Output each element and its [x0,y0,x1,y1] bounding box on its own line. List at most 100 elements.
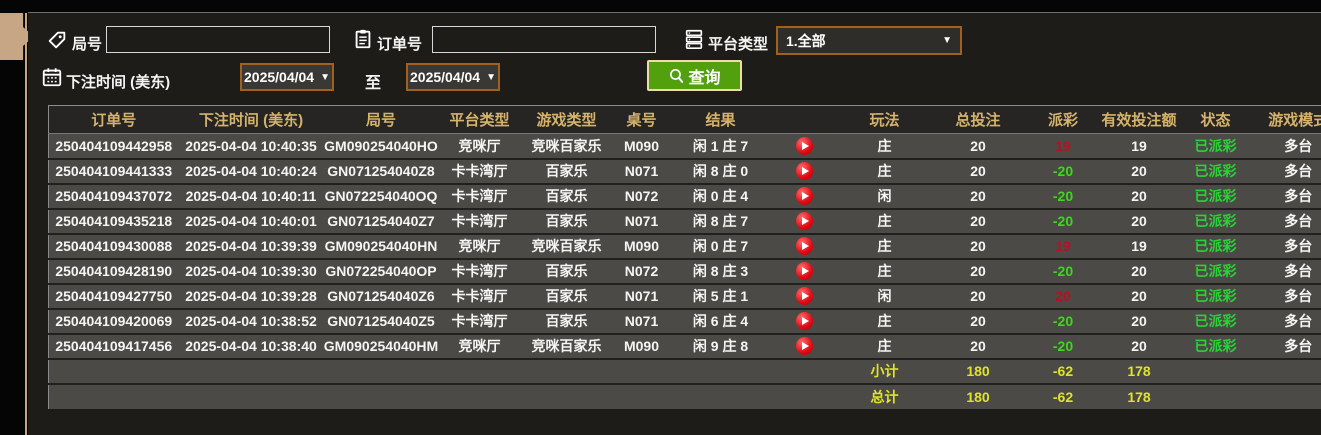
replay-play-icon[interactable] [796,287,813,306]
cell-platform: 卡卡湾厅 [438,257,521,284]
cell-play: 庄 [838,232,931,259]
platform-type-value: 1.全部 [786,32,826,49]
cell-total-bet: 20 [930,207,1026,234]
tag-icon [46,29,68,51]
cell-bet-time: 2025-04-04 10:39:30 [178,257,324,284]
cell-valid-bet: 20 [1100,282,1178,309]
replay-play-icon[interactable] [796,312,813,331]
search-button[interactable]: 查询 [647,60,742,91]
cell-status: 已派彩 [1177,332,1254,359]
cell-status: 已派彩 [1177,182,1254,209]
replay-play-icon[interactable] [796,337,813,356]
subtotal-row-cell-6 [670,357,771,384]
subtotal-row-cell-9: 180 [930,357,1026,384]
cell-replay [770,232,839,259]
cell-order-no: 250404109437072 [48,182,179,209]
col-header-status: 状态 [1177,105,1254,134]
cell-total-bet: 20 [930,307,1026,334]
col-header-valid-bet: 有效投注额 [1100,105,1178,134]
cell-replay [770,182,839,209]
cell-valid-bet: 20 [1100,157,1178,184]
cell-table-no: N072 [612,257,671,284]
subtotal-row: 小计 180 -62 178 [48,357,1321,384]
cell-replay [770,282,839,309]
cell-game-type: 竞咪百家乐 [520,332,613,359]
cell-payout: 19 [1025,133,1101,159]
col-header-mode: 游戏模式 [1253,105,1321,134]
subtotal-row-cell-12 [1177,357,1254,384]
cell-payout: 19 [1025,232,1101,259]
cell-table-no: N072 [612,182,671,209]
cell-game-type: 百家乐 [520,282,613,309]
date-to-select[interactable]: 2025/04/04 ▼ [406,63,500,91]
replay-play-icon[interactable] [796,162,813,181]
cell-table-no: M090 [612,232,671,259]
chevron-down-icon: ▼ [942,35,952,46]
table-row: 250404109428190 2025-04-04 10:39:30 GN0722… [48,257,1321,284]
cell-total-bet: 20 [930,282,1026,309]
replay-play-icon[interactable] [796,187,813,206]
cell-platform: 卡卡湾厅 [438,307,521,334]
date-from-select[interactable]: 2025/04/04 ▼ [240,63,334,91]
cell-platform: 卡卡湾厅 [438,157,521,184]
cell-bet-time: 2025-04-04 10:38:52 [178,307,324,334]
table-row: 250404109437072 2025-04-04 10:40:11 GN0722… [48,182,1321,209]
game-no-label: 局号 [72,36,103,53]
cell-order-no: 250404109435218 [48,207,179,234]
cell-bet-time: 2025-04-04 10:40:35 [178,133,324,159]
cell-play: 庄 [838,157,931,184]
cell-total-bet: 20 [930,257,1026,284]
replay-play-icon[interactable] [796,212,813,231]
total-row-cell-12 [1177,382,1254,409]
total-row-cell-13 [1253,382,1321,409]
calendar-icon [41,66,63,88]
bet-records-table-wrap: 订单号 下注时间 (美东) 局号 平台类型 游戏类型 桌号 结果 玩法 总投注 … [48,105,1321,435]
replay-play-icon[interactable] [796,262,813,281]
col-header-replay [770,105,839,134]
cell-mode: 多台 [1253,133,1321,159]
subtotal-row-cell-0 [48,357,179,384]
cell-result: 闲 0 庄 4 [670,182,771,209]
col-header-bet-time: 下注时间 (美东) [178,105,324,134]
replay-play-icon[interactable] [796,136,813,155]
table-row: 250404109417456 2025-04-04 10:38:40 GM0902… [48,332,1321,359]
cell-play: 庄 [838,133,931,159]
total-row-cell-1 [178,382,324,409]
cell-result: 闲 1 庄 7 [670,133,771,159]
col-header-platform: 平台类型 [438,105,521,134]
cell-game-no: GN071254040Z7 [323,207,439,234]
order-no-input[interactable] [432,26,656,53]
bet-records-table: 订单号 下注时间 (美东) 局号 平台类型 游戏类型 桌号 结果 玩法 总投注 … [48,105,1321,409]
chevron-down-icon: ▼ [320,71,330,83]
table-row: 250404109430088 2025-04-04 10:39:39 GM0902… [48,232,1321,259]
replay-play-icon[interactable] [796,237,813,256]
subtotal-row-cell-3 [438,357,521,384]
total-row-cell-10: -62 [1025,382,1101,409]
cell-game-no: GN071254040Z5 [323,307,439,334]
cell-status: 已派彩 [1177,207,1254,234]
cell-table-no: M090 [612,133,671,159]
cell-status: 已派彩 [1177,157,1254,184]
cell-payout: -20 [1025,182,1101,209]
total-row-cell-7 [770,382,839,409]
total-row-cell-8: 总计 [838,382,931,409]
cell-game-type: 百家乐 [520,307,613,334]
game-no-input[interactable] [106,26,330,53]
platform-type-select[interactable]: 1.全部 ▼ [776,26,962,55]
cell-mode: 多台 [1253,307,1321,334]
cell-platform: 竞咪厅 [438,232,521,259]
cell-replay [770,207,839,234]
col-header-game-no: 局号 [323,105,439,134]
cell-replay [770,133,839,159]
cell-play: 庄 [838,307,931,334]
total-row-cell-9: 180 [930,382,1026,409]
cell-platform: 竞咪厅 [438,133,521,159]
cell-valid-bet: 20 [1100,257,1178,284]
cell-play: 庄 [838,207,931,234]
cell-game-no: GM090254040HM [323,332,439,359]
col-header-payout: 派彩 [1025,105,1101,134]
cell-valid-bet: 20 [1100,332,1178,359]
total-row-cell-6 [670,382,771,409]
cell-game-no: GN072254040OQ [323,182,439,209]
